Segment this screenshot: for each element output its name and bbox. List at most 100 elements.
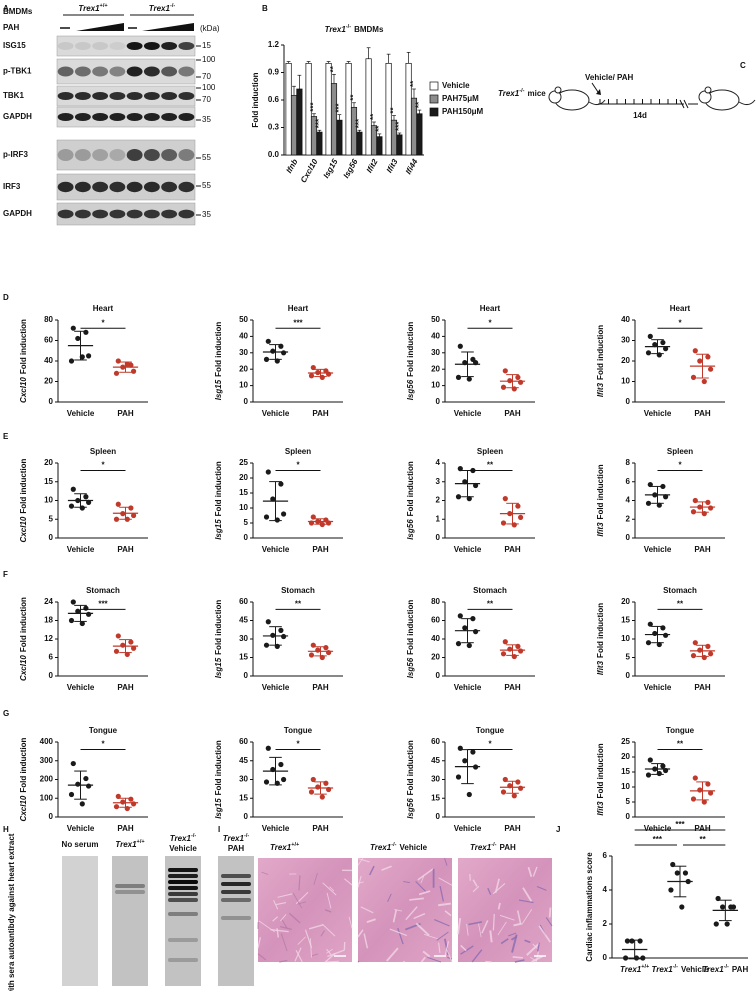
blot-band — [143, 42, 160, 50]
data-point — [623, 955, 629, 961]
mouse-ear — [704, 86, 712, 94]
data-point — [730, 904, 737, 910]
tissue-texture — [420, 956, 426, 963]
tissue-texture — [329, 886, 335, 892]
tissue-texture — [281, 918, 288, 929]
genotype: -/- — [673, 964, 678, 970]
tissue-texture — [521, 908, 533, 925]
y-axis-label: Ifit3 Fold induction — [596, 743, 605, 815]
x-tick-label: Vehicle — [67, 824, 95, 833]
label-text: Fold induction — [214, 461, 223, 516]
data-point — [690, 796, 697, 802]
data-point — [68, 358, 75, 364]
y-tick-label: 0 — [626, 812, 631, 821]
y-tick-label: 0 — [436, 533, 441, 542]
blot-band — [92, 42, 109, 50]
tissue-texture — [308, 924, 323, 930]
tissue-texture — [457, 917, 462, 935]
blot-band — [109, 113, 126, 121]
data-point — [663, 346, 669, 352]
arrow-head — [596, 89, 601, 95]
tissue-texture — [510, 935, 518, 941]
genotype: -/- — [491, 842, 496, 848]
chart-title: Spleen — [477, 447, 503, 456]
tissue-texture — [311, 953, 319, 957]
blot-band — [109, 149, 126, 161]
blot-band — [161, 149, 178, 161]
tissue-texture — [472, 879, 478, 887]
kda-marker: 55 — [202, 153, 211, 162]
data-point — [455, 774, 462, 780]
y-tick-label: 4 — [626, 496, 631, 505]
label-text: Fold induction — [214, 600, 223, 655]
data-point — [515, 374, 521, 380]
tissue-texture — [427, 956, 442, 963]
tissue-texture — [322, 882, 337, 896]
data-point — [637, 938, 643, 944]
blot-image — [56, 106, 196, 128]
data-point — [701, 799, 707, 805]
data-point — [500, 651, 507, 657]
blot-band — [221, 916, 251, 920]
y-tick-label: 50 — [431, 315, 440, 324]
data-point — [462, 758, 468, 764]
label-text: Fold induction — [406, 600, 415, 655]
tissue-texture — [508, 932, 517, 937]
panel-letter: C — [740, 61, 746, 70]
data-point — [115, 501, 121, 507]
x-tick-label: Vehicle — [67, 683, 95, 692]
kda-marker: 70 — [202, 95, 211, 104]
blot-band — [168, 938, 198, 942]
bar — [416, 113, 423, 156]
data-point — [455, 641, 462, 647]
y-axis-label: Isg15 Fold induction — [214, 322, 223, 401]
y-tick-label: 20 — [621, 597, 630, 606]
chart-title: Spleen — [90, 447, 116, 456]
gene-name: Trex1 — [270, 843, 292, 852]
tissue-texture — [499, 914, 515, 921]
data-point — [86, 783, 92, 789]
data-point — [68, 791, 75, 798]
significance: ** — [349, 94, 358, 101]
data-point — [697, 358, 703, 364]
data-point — [690, 509, 697, 515]
legend-swatch — [429, 107, 439, 117]
data-point — [308, 652, 315, 658]
tissue-texture — [402, 960, 406, 963]
tissue-texture — [538, 925, 551, 943]
data-point — [500, 384, 507, 390]
y-tick-label: 6 — [49, 653, 54, 662]
y-tick-label: 40 — [431, 332, 440, 341]
y-tick-label: 4 — [436, 458, 441, 467]
gene-name: Trex1 — [370, 843, 392, 852]
y-axis-label: Cxcl10 Fold induction — [19, 737, 28, 821]
blot-band — [178, 66, 195, 77]
significance: ** — [295, 600, 302, 609]
data-point — [697, 647, 703, 653]
data-point — [656, 502, 662, 508]
tissue-texture — [258, 920, 275, 933]
x-tick-label: PAH — [117, 545, 134, 554]
significance: ** — [677, 600, 684, 609]
y-tick-label: 45 — [239, 756, 248, 765]
gene-name: Isg15 — [214, 798, 223, 819]
data-point — [457, 343, 463, 349]
data-point — [263, 356, 270, 362]
y-tick-label: 20 — [431, 653, 440, 662]
y-tick-label: 15 — [621, 616, 630, 625]
image-label: Trex1-/- Vehicle — [370, 842, 428, 852]
y-tick-label: 60 — [44, 336, 53, 345]
blot-band — [74, 113, 91, 121]
x-tick-label: PAH — [312, 409, 329, 418]
data-point — [647, 481, 653, 488]
image-label: Trex1+/+ — [270, 842, 300, 852]
tissue-texture — [494, 878, 500, 894]
blot-band — [57, 66, 74, 77]
tissue-texture — [423, 933, 438, 940]
tissue-texture — [548, 907, 552, 918]
tissue-texture — [320, 930, 325, 937]
tissue-texture — [409, 897, 424, 901]
y-tick-label: 40 — [239, 332, 248, 341]
